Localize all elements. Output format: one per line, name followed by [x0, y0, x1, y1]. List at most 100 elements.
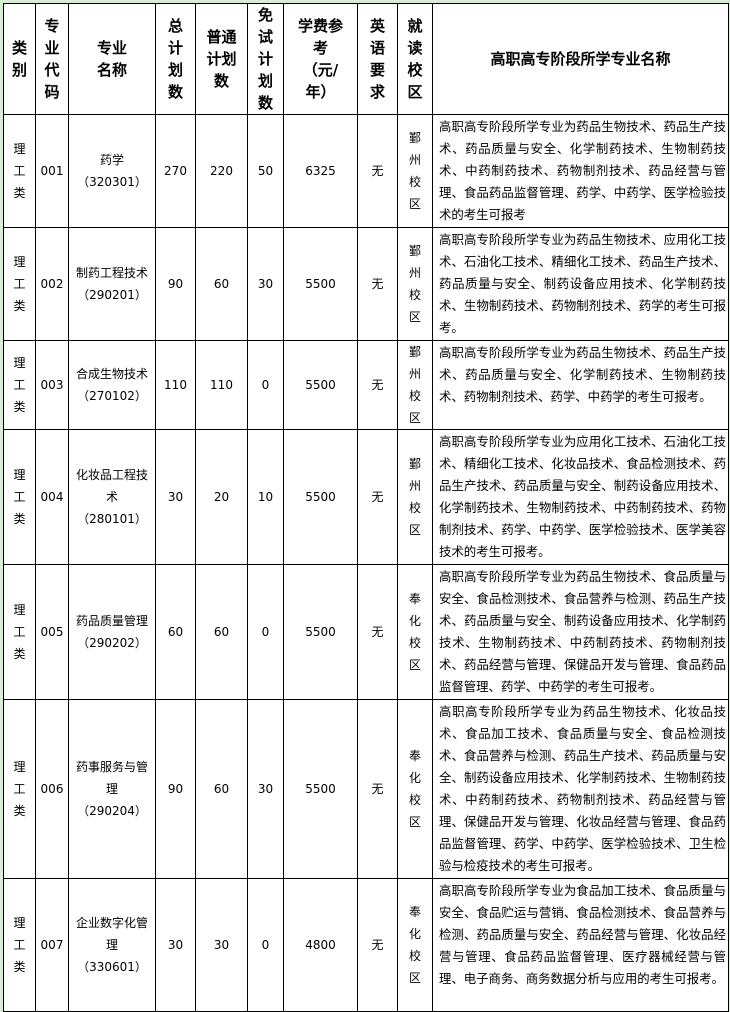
header-total-plan: 总计划数 — [155, 3, 196, 115]
campus-text: 奉化校区 — [409, 592, 422, 672]
regular-plan-text: 60 — [213, 782, 230, 796]
cell-exempt-plan: 0 — [247, 340, 284, 430]
cell-category: 理工类 — [3, 878, 36, 1012]
total-plan-text: 30 — [167, 490, 184, 504]
cell-regular-plan: 60 — [195, 564, 248, 700]
regular-plan-text: 20 — [213, 490, 230, 504]
header-tuition: 学费参考（元/年） — [283, 3, 358, 115]
exempt-plan-text: 0 — [261, 378, 270, 392]
cell-english: 无 — [357, 564, 398, 700]
regular-plan-text: 220 — [210, 164, 233, 178]
category-text: 理工类 — [13, 142, 26, 200]
category-text: 理工类 — [13, 255, 26, 313]
cell-prior-majors: 高职高专阶段所学专业为食品加工技术、食品质量与安全、食品贮运与营销、食品检测技术… — [432, 878, 729, 1012]
regular-plan-text: 60 — [213, 625, 230, 639]
cell-total-plan: 270 — [155, 114, 196, 228]
cell-total-plan: 90 — [155, 699, 196, 879]
english-text: 无 — [371, 378, 384, 392]
cell-major-name: 化妆品工程技术（280101） — [68, 429, 156, 565]
english-text: 无 — [371, 277, 384, 291]
header-row: 类别 专业代码 专业名称 总计划数 普通计划数 免试计划数 学费参考（元/年） … — [3, 3, 729, 115]
cell-campus: 鄞州校区 — [397, 340, 433, 430]
english-text: 无 — [371, 938, 384, 952]
cell-category: 理工类 — [3, 340, 36, 430]
cell-english: 无 — [357, 340, 398, 430]
tuition-text: 5500 — [305, 378, 336, 392]
cell-english: 无 — [357, 227, 398, 341]
prior-majors-text: 高职高专阶段所学专业为药品生物技术、药品生产技术、药品质量与安全、化学制药技术、… — [439, 345, 726, 404]
total-plan-text: 270 — [164, 164, 187, 178]
cell-total-plan: 110 — [155, 340, 196, 430]
header-category: 类别 — [3, 3, 36, 115]
cell-campus: 奉化校区 — [397, 699, 433, 879]
code-text: 007 — [40, 938, 64, 952]
cell-category: 理工类 — [3, 429, 36, 565]
prior-majors-text: 高职高专阶段所学专业为药品生物技术、应用化工技术、石油化工技术、精细化工技术、药… — [439, 232, 726, 335]
prior-majors-text: 高职高专阶段所学专业为食品加工技术、食品质量与安全、食品贮运与营销、食品检测技术… — [439, 883, 726, 986]
regular-plan-text: 30 — [213, 938, 230, 952]
table-row: 理工类 002 制药工程技术（290201） 90 60 30 5500 无 鄞州校区 高职高专阶… — [3, 227, 729, 341]
cell-exempt-plan: 50 — [247, 114, 284, 228]
campus-text: 奉化校区 — [409, 749, 422, 829]
major-name-text: 药学（320301） — [77, 153, 147, 189]
cell-category: 理工类 — [3, 699, 36, 879]
tuition-text: 6325 — [305, 164, 336, 178]
major-name-text: 企业数字化管理（330601） — [76, 916, 149, 974]
cell-total-plan: 30 — [155, 878, 196, 1012]
code-text: 005 — [40, 625, 64, 639]
campus-text: 鄞州校区 — [409, 457, 422, 537]
cell-english: 无 — [357, 878, 398, 1012]
cell-exempt-plan: 0 — [247, 564, 284, 700]
cell-english: 无 — [357, 114, 398, 228]
tuition-text: 5500 — [305, 490, 336, 504]
cell-total-plan: 60 — [155, 564, 196, 700]
cell-code: 004 — [35, 429, 69, 565]
cell-major-name: 药品质量管理（290202） — [68, 564, 156, 700]
cell-prior-majors: 高职高专阶段所学专业为应用化工技术、石油化工技术、精细化工技术、化妆品技术、食品… — [432, 429, 729, 565]
regular-plan-text: 60 — [213, 277, 230, 291]
cell-campus: 鄞州校区 — [397, 114, 433, 228]
prior-majors-text: 高职高专阶段所学专业为药品生物技术、药品生产技术、药品质量与安全、化学制药技术、… — [439, 119, 726, 222]
cell-regular-plan: 30 — [195, 878, 248, 1012]
cell-major-name: 药事服务与管理（290204） — [68, 699, 156, 879]
table-row: 理工类 004 化妆品工程技术（280101） 30 20 10 5500 无 鄞州校区 高职高专… — [3, 429, 729, 565]
major-name-text: 合成生物技术（270102） — [76, 367, 149, 403]
exempt-plan-text: 50 — [257, 164, 274, 178]
code-text: 004 — [40, 490, 64, 504]
code-text: 001 — [40, 164, 64, 178]
cell-code: 005 — [35, 564, 69, 700]
category-text: 理工类 — [13, 468, 26, 526]
cell-code: 001 — [35, 114, 69, 228]
prior-majors-text: 高职高专阶段所学专业为药品生物技术、食品质量与安全、食品检测技术、食品营养与检测… — [439, 569, 726, 694]
cell-prior-majors: 高职高专阶段所学专业为药品生物技术、应用化工技术、石油化工技术、精细化工技术、药… — [432, 227, 729, 341]
exempt-plan-text: 10 — [257, 490, 274, 504]
header-major-name: 专业名称 — [68, 3, 156, 115]
exempt-plan-text: 0 — [261, 938, 270, 952]
major-name-text: 药事服务与管理（290204） — [76, 760, 149, 818]
major-name-text: 化妆品工程技术（280101） — [76, 468, 149, 526]
cell-prior-majors: 高职高专阶段所学专业为药品生物技术、化妆品技术、食品加工技术、食品质量与安全、食… — [432, 699, 729, 879]
category-text: 理工类 — [13, 760, 26, 818]
cell-tuition: 5500 — [283, 429, 358, 565]
table-row: 理工类 007 企业数字化管理（330601） 30 30 0 4800 无 奉化校区 高职高专阶… — [3, 878, 729, 1012]
major-name-text: 制药工程技术（290201） — [76, 266, 149, 302]
campus-text: 鄞州校区 — [409, 244, 422, 324]
exempt-plan-text: 30 — [257, 782, 274, 796]
cell-campus: 鄞州校区 — [397, 429, 433, 565]
table-row: 理工类 006 药事服务与管理（290204） 90 60 30 5500 无 奉化校区 高职高专… — [3, 699, 729, 879]
tuition-text: 5500 — [305, 625, 336, 639]
header-code: 专业代码 — [35, 3, 69, 115]
english-text: 无 — [371, 782, 384, 796]
cell-code: 006 — [35, 699, 69, 879]
cell-code: 002 — [35, 227, 69, 341]
prior-majors-text: 高职高专阶段所学专业为应用化工技术、石油化工技术、精细化工技术、化妆品技术、食品… — [439, 434, 726, 559]
cell-regular-plan: 60 — [195, 699, 248, 879]
prior-majors-text: 高职高专阶段所学专业为药品生物技术、化妆品技术、食品加工技术、食品质量与安全、食… — [439, 704, 726, 873]
code-text: 002 — [40, 277, 64, 291]
cell-category: 理工类 — [3, 227, 36, 341]
cell-code: 003 — [35, 340, 69, 430]
cell-campus: 鄞州校区 — [397, 227, 433, 341]
category-text: 理工类 — [13, 603, 26, 661]
code-text: 006 — [40, 782, 64, 796]
